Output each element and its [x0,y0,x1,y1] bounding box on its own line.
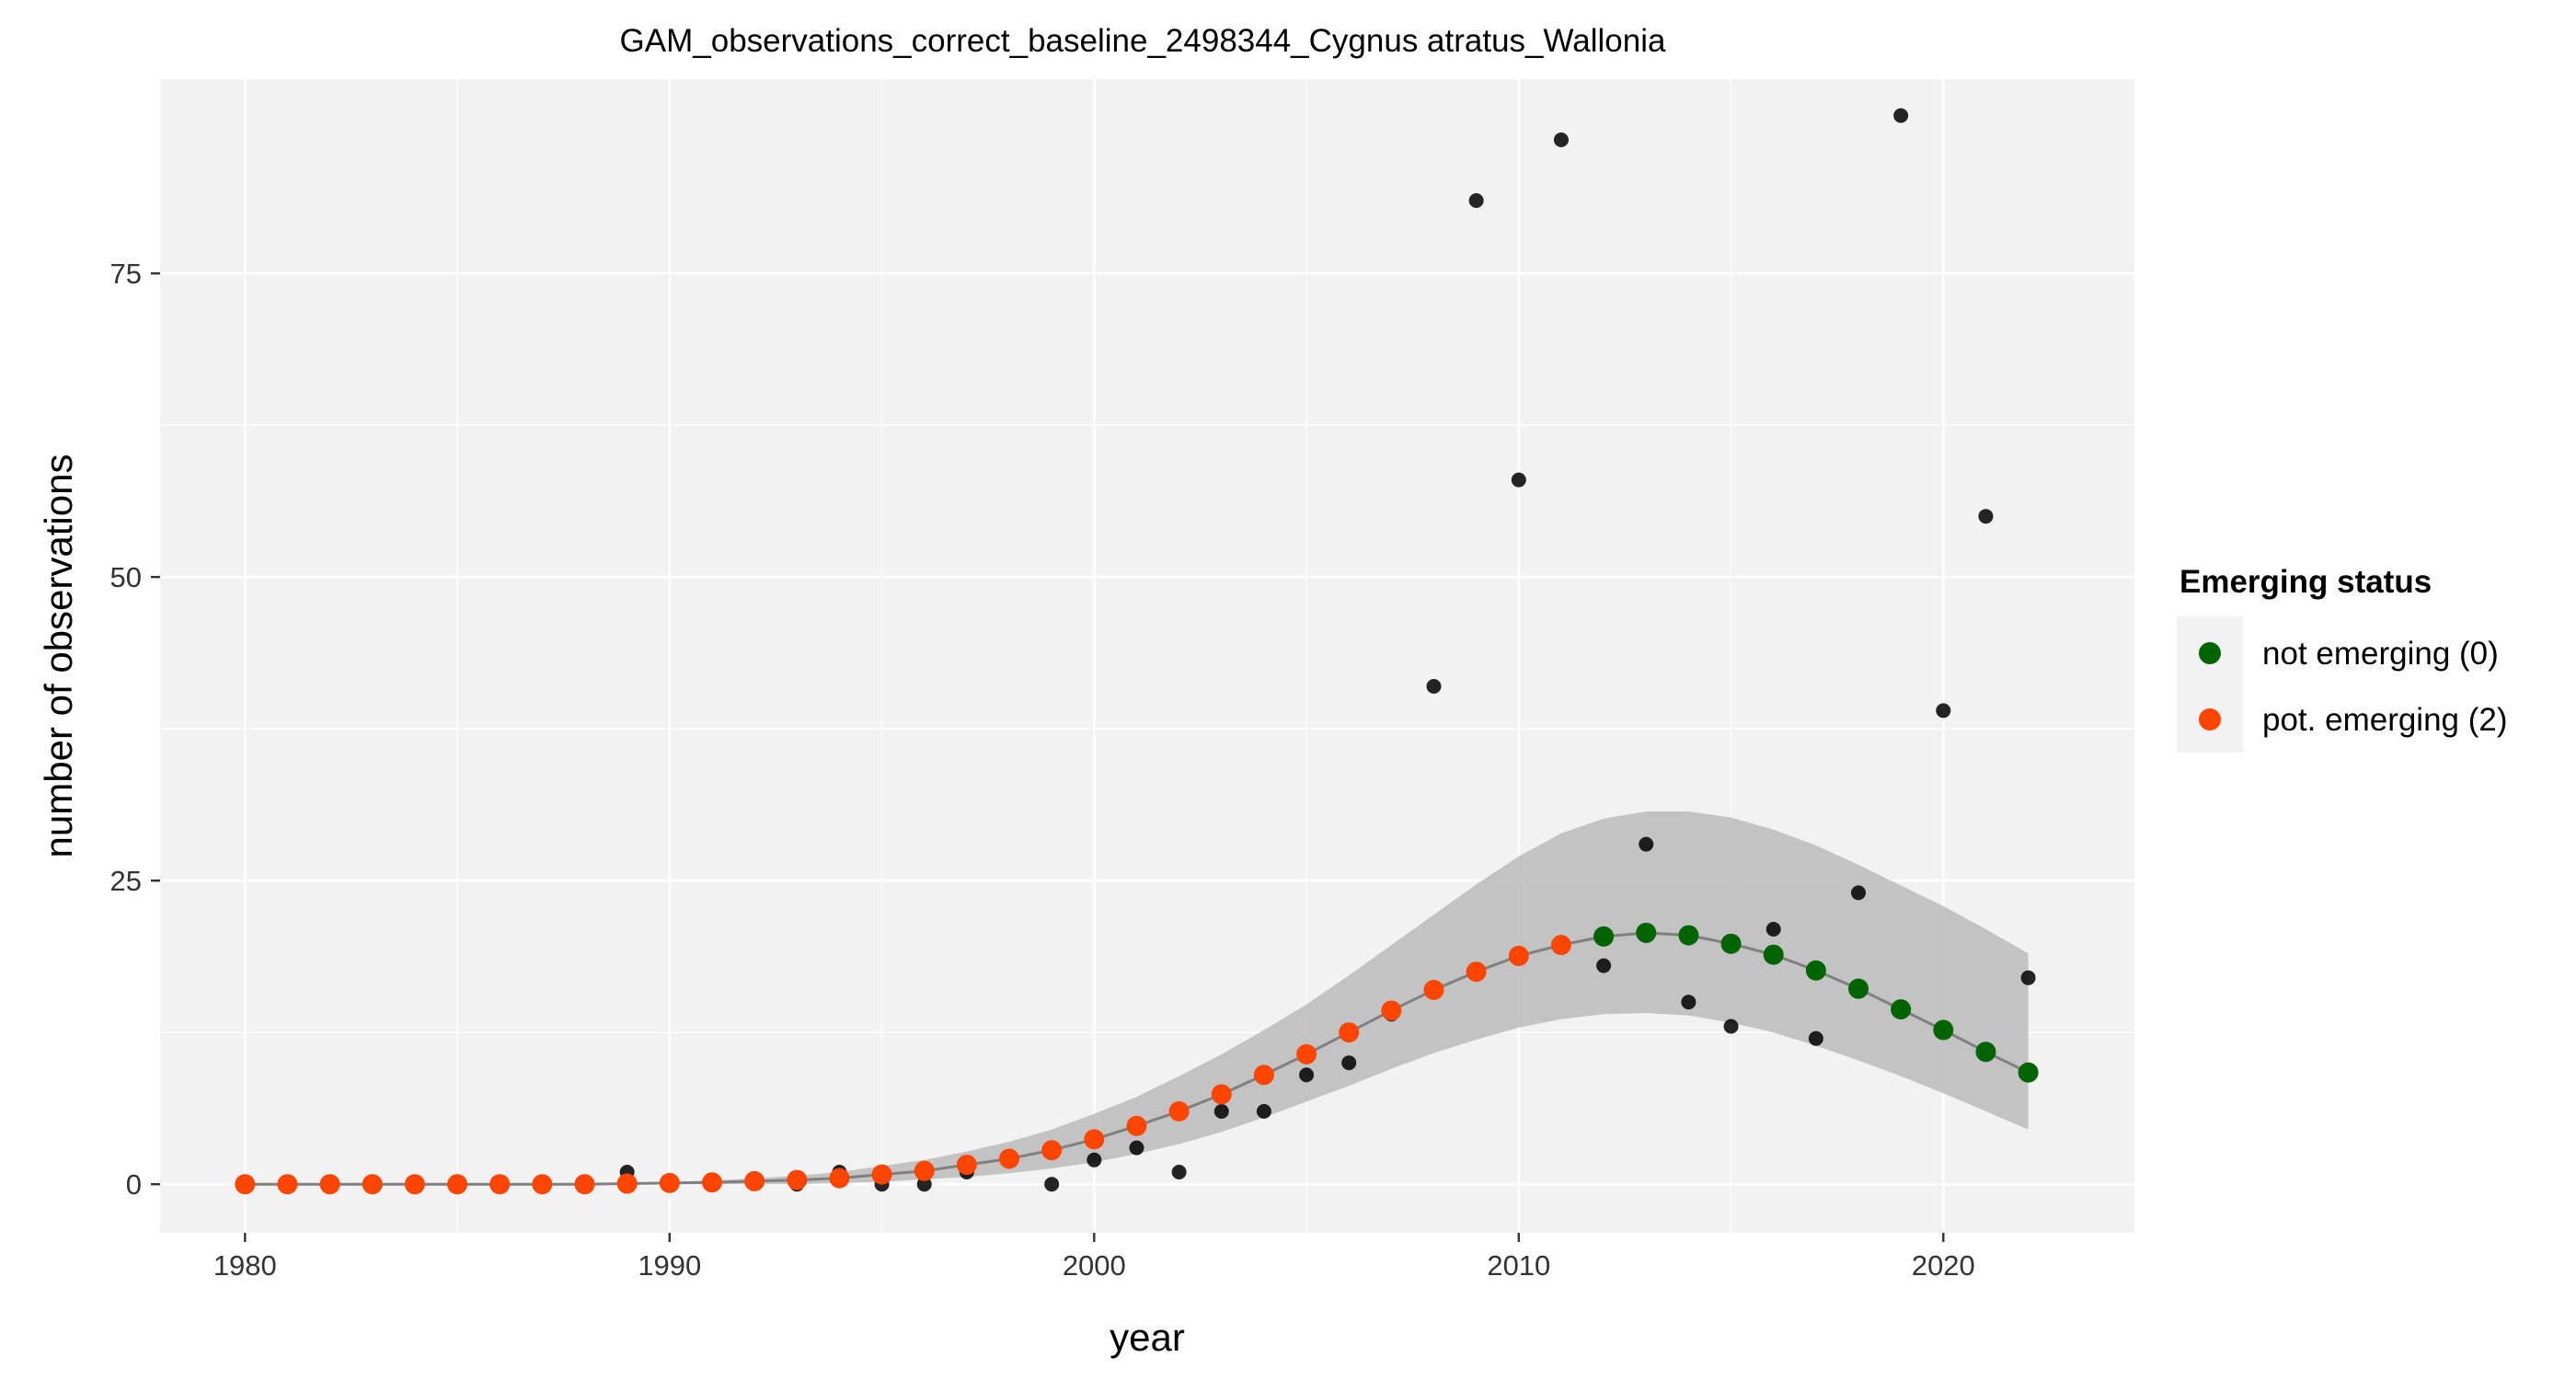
fitted-point-pot-emerging [235,1174,256,1195]
fitted-point-not-emerging [1848,978,1869,999]
fitted-point-not-emerging [1593,926,1615,947]
confidence-band [245,811,2029,1185]
chart-title: GAM_observations_correct_baseline_249834… [620,23,1666,59]
fitted-point-pot-emerging [574,1174,595,1195]
axes: 1980 1990 2000 2010 2020 0 25 50 75 [110,258,1975,1282]
confidence-band-layer [245,811,2029,1185]
fitted-point-pot-emerging [319,1174,340,1195]
fitted-point-not-emerging [1933,1019,1954,1041]
fitted-point-pot-emerging [787,1169,808,1190]
observed-point [1596,958,1612,973]
legend-marker-not-emerging [2199,642,2221,664]
observed-point [1723,1018,1739,1034]
fitted-point-pot-emerging [447,1174,468,1195]
fitted-point-pot-emerging [1550,935,1571,956]
fitted-point-pot-emerging [914,1160,935,1181]
fitted-point-not-emerging [1891,999,1912,1020]
fitted-point-pot-emerging [1466,961,1487,983]
fitted-point-pot-emerging [1253,1064,1274,1086]
x-tick-label: 2020 [1912,1249,1975,1282]
observed-point [1171,1165,1187,1179]
observed-point [1213,1104,1229,1119]
x-tick-label: 2010 [1487,1249,1550,1282]
legend: Emerging status not emerging (0) pot. em… [2177,564,2508,753]
fitted-point-pot-emerging [829,1167,850,1189]
fitted-point-not-emerging [1763,944,1784,965]
observed-point [1087,1152,1102,1167]
fitted-point-pot-emerging [362,1174,383,1195]
observed-point [1893,108,1909,123]
observed-point [1299,1067,1315,1083]
fitted-point-pot-emerging [1296,1043,1317,1064]
fitted-point-not-emerging [1636,922,1657,943]
observed-point [1553,132,1569,147]
fitted-point-pot-emerging [1041,1140,1063,1161]
fitted-point-pot-emerging [1339,1022,1360,1043]
fitted-point-pot-emerging [1381,1000,1402,1021]
observed-point [1511,472,1526,488]
observed-point [1808,1030,1823,1046]
observed-point [1044,1177,1060,1192]
fitted-point-pot-emerging [659,1172,680,1193]
observed-point [1129,1140,1144,1156]
y-axis-label: number of observations [37,454,80,858]
legend-title: Emerging status [2179,564,2432,600]
fitted-point-pot-emerging [1211,1084,1232,1105]
observed-point [1978,509,1994,524]
fitted-point-pot-emerging [956,1155,977,1176]
fitted-point-pot-emerging [1126,1115,1147,1136]
fitted-point-pot-emerging [701,1172,722,1193]
fitted-point-not-emerging [1678,925,1699,946]
legend-key-background [2177,616,2243,753]
x-tick-label: 1980 [213,1249,277,1282]
observed-point [1639,836,1654,852]
x-tick-label: 1990 [638,1249,701,1282]
legend-marker-pot-emerging [2199,708,2221,730]
observed-point [916,1177,932,1192]
observed-point [1936,703,1951,719]
fitted-point-not-emerging [2018,1062,2039,1083]
fitted-point-pot-emerging [277,1174,298,1195]
x-tick-label: 2000 [1063,1249,1126,1282]
observed-point [1341,1055,1357,1071]
x-axis-label: year [1110,1316,1185,1359]
y-tick-label: 25 [110,865,142,897]
fitted-point-pot-emerging [404,1174,425,1195]
fitted-point-pot-emerging [999,1148,1020,1169]
observed-point [1765,922,1781,937]
fitted-point-pot-emerging [744,1170,765,1191]
y-tick-label: 50 [110,561,142,593]
observed-point [1468,193,1484,208]
legend-label-not-emerging: not emerging (0) [2262,636,2499,672]
fitted-point-pot-emerging [871,1164,892,1185]
fitted-point-not-emerging [1805,960,1826,981]
fitted-point-pot-emerging [532,1174,553,1195]
fitted-point-pot-emerging [489,1174,511,1195]
fitted-point-pot-emerging [1423,980,1444,1000]
observed-point [2020,970,2036,985]
fitted-point-not-emerging [1720,933,1742,954]
y-tick-label: 0 [126,1168,142,1201]
observed-point [1851,885,1867,901]
observed-point [1681,995,1696,1010]
observed-point [1256,1104,1271,1119]
fitted-point-not-emerging [1975,1041,1996,1063]
fitted-point-pot-emerging [1508,946,1529,967]
fitted-point-pot-emerging [1168,1101,1190,1121]
observed-point [1426,679,1442,694]
fitted-point-pot-emerging [616,1173,638,1194]
plot-panel [160,79,2134,1233]
fitted-point-pot-emerging [1084,1129,1105,1150]
fitted-points [235,922,2039,1195]
legend-label-pot-emerging: pot. emerging (2) [2262,702,2508,738]
y-tick-label: 75 [110,258,142,290]
